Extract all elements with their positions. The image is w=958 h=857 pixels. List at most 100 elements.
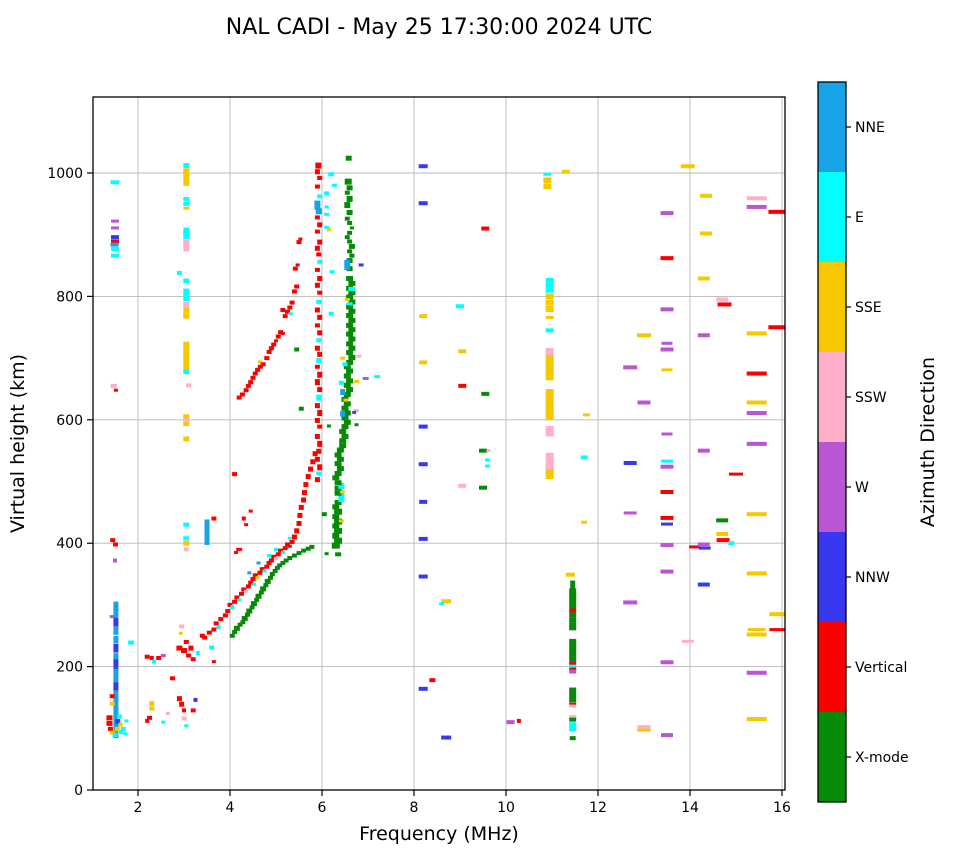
point [354,423,359,427]
point [343,373,351,379]
point [183,302,190,309]
point [342,362,348,367]
point [297,512,303,518]
point [250,601,257,607]
point [314,364,320,369]
point [334,518,343,525]
point [336,447,344,453]
point [278,548,284,553]
y-tick-label: 400 [56,536,83,552]
point [348,317,356,323]
point [314,229,320,234]
point [660,347,674,352]
point [241,587,247,592]
point [346,322,354,328]
point [680,164,695,169]
point [107,726,113,731]
point [746,411,767,416]
point [746,331,767,336]
point [317,440,323,447]
point [334,537,343,544]
point [298,237,303,241]
point [545,360,554,367]
point [183,239,190,247]
point [113,712,119,720]
point [569,702,577,706]
point [545,282,554,288]
point [202,635,208,640]
point [248,580,254,585]
point [262,569,267,573]
colorbar-segment-w [818,442,846,532]
point [296,240,302,245]
point [314,215,320,220]
y-tick-label: 1000 [47,166,83,182]
point [331,542,340,549]
point [569,588,577,595]
point [182,708,186,713]
point [729,472,743,476]
point [545,426,554,433]
point [329,270,335,274]
point [346,341,354,347]
point [486,449,491,453]
point [149,706,155,711]
point [183,364,190,370]
point [229,633,235,638]
point [545,293,554,300]
point [334,508,343,515]
point [340,356,346,360]
point [698,546,711,550]
point [252,371,258,376]
point [303,482,309,488]
point [583,413,590,417]
point [332,475,340,481]
point [145,718,150,723]
point [341,424,349,430]
point [747,628,766,632]
point [346,378,354,384]
point [204,531,210,540]
point [240,620,246,625]
point [268,558,274,563]
point [113,643,119,653]
point [204,519,210,528]
point [183,232,190,239]
point [343,364,351,370]
x-axis-label: Frequency (MHz) [359,823,519,845]
point [331,183,337,187]
point [308,466,313,472]
point [118,722,123,727]
point [190,657,196,662]
point [343,419,351,425]
point [569,612,577,618]
point [305,474,311,480]
point [263,583,269,588]
point [374,375,381,379]
point [314,307,320,313]
point [183,347,190,355]
point [545,300,554,306]
colorbar-label: NNW [855,570,890,586]
point [479,485,487,490]
point [179,701,185,707]
point [233,625,240,631]
point [186,383,192,388]
point [569,697,577,703]
point [697,448,710,453]
point [113,609,119,618]
point [581,520,588,524]
point [264,578,271,584]
point [746,441,767,446]
point [109,615,116,619]
colorbar-segment-vertical [818,622,846,712]
point [545,287,554,293]
point [128,640,135,645]
point [161,720,166,724]
point [661,522,673,526]
point [110,383,117,388]
point [580,455,588,460]
point [287,536,292,540]
point [345,155,352,161]
